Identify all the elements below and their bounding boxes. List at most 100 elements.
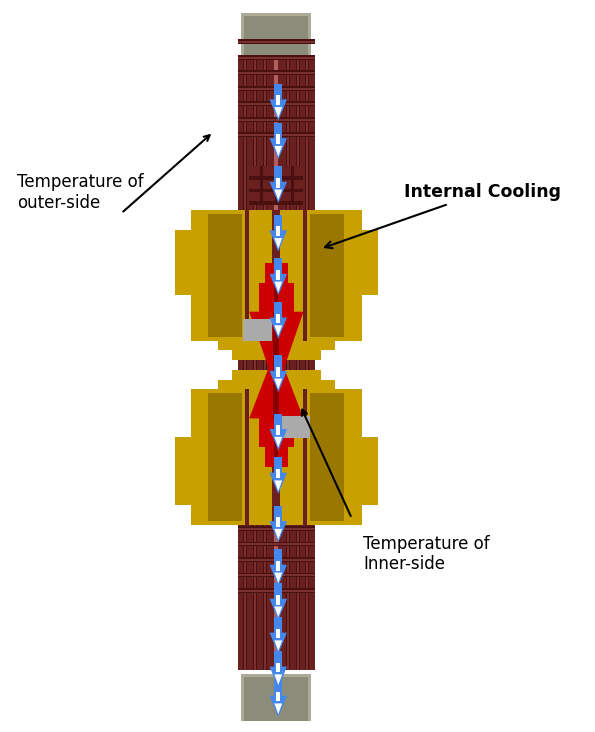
Polygon shape xyxy=(286,59,290,671)
Polygon shape xyxy=(242,13,311,59)
Polygon shape xyxy=(249,368,303,419)
Polygon shape xyxy=(237,575,315,576)
Polygon shape xyxy=(274,166,282,182)
Polygon shape xyxy=(264,59,266,671)
Polygon shape xyxy=(270,521,287,542)
Polygon shape xyxy=(253,59,257,671)
Polygon shape xyxy=(237,495,315,500)
Polygon shape xyxy=(237,528,315,530)
Polygon shape xyxy=(208,393,242,521)
Polygon shape xyxy=(310,393,345,521)
Polygon shape xyxy=(274,572,282,583)
Polygon shape xyxy=(276,468,280,479)
Polygon shape xyxy=(296,59,300,671)
Polygon shape xyxy=(270,231,287,252)
Polygon shape xyxy=(276,367,280,377)
Polygon shape xyxy=(274,549,282,565)
Polygon shape xyxy=(270,473,287,494)
Polygon shape xyxy=(270,371,287,392)
Polygon shape xyxy=(274,378,282,389)
Polygon shape xyxy=(276,662,280,673)
Polygon shape xyxy=(274,529,282,539)
Polygon shape xyxy=(276,95,280,105)
Polygon shape xyxy=(237,132,315,137)
Polygon shape xyxy=(281,417,310,438)
Polygon shape xyxy=(274,123,282,138)
Polygon shape xyxy=(276,313,280,324)
Polygon shape xyxy=(268,363,284,373)
Polygon shape xyxy=(208,214,242,337)
Polygon shape xyxy=(270,318,287,339)
Polygon shape xyxy=(245,59,246,671)
Polygon shape xyxy=(174,230,378,295)
Polygon shape xyxy=(249,166,303,205)
Polygon shape xyxy=(280,210,303,341)
Polygon shape xyxy=(274,640,282,651)
Polygon shape xyxy=(274,355,282,371)
Polygon shape xyxy=(274,59,278,671)
Polygon shape xyxy=(237,557,315,562)
Polygon shape xyxy=(249,201,303,205)
Polygon shape xyxy=(237,40,315,44)
Polygon shape xyxy=(243,59,248,671)
Polygon shape xyxy=(237,543,315,545)
Polygon shape xyxy=(259,283,294,312)
Polygon shape xyxy=(237,134,315,136)
Polygon shape xyxy=(245,389,308,525)
Polygon shape xyxy=(274,190,282,200)
Polygon shape xyxy=(237,512,315,515)
Polygon shape xyxy=(265,447,288,467)
Polygon shape xyxy=(265,264,288,283)
Polygon shape xyxy=(237,55,315,59)
Polygon shape xyxy=(231,370,321,381)
Polygon shape xyxy=(174,437,378,504)
Polygon shape xyxy=(237,103,315,105)
Polygon shape xyxy=(270,138,287,160)
Polygon shape xyxy=(270,695,287,717)
Polygon shape xyxy=(297,59,299,671)
Polygon shape xyxy=(274,258,282,274)
Polygon shape xyxy=(270,100,287,121)
Polygon shape xyxy=(276,226,280,236)
Polygon shape xyxy=(237,70,315,75)
Polygon shape xyxy=(237,59,315,671)
Polygon shape xyxy=(242,674,311,721)
Text: Temperature of
outer-side: Temperature of outer-side xyxy=(17,173,144,212)
Polygon shape xyxy=(260,166,263,205)
Polygon shape xyxy=(249,189,303,193)
Polygon shape xyxy=(245,677,308,721)
Polygon shape xyxy=(237,572,315,578)
Polygon shape xyxy=(276,134,280,144)
Polygon shape xyxy=(274,607,282,617)
Polygon shape xyxy=(275,366,277,370)
Polygon shape xyxy=(274,146,282,157)
Polygon shape xyxy=(237,119,315,121)
Text: Internal Cooling: Internal Cooling xyxy=(325,183,561,248)
Polygon shape xyxy=(191,389,362,525)
Polygon shape xyxy=(276,629,280,638)
Polygon shape xyxy=(276,178,280,187)
Polygon shape xyxy=(274,583,282,599)
Polygon shape xyxy=(306,59,308,671)
Polygon shape xyxy=(243,319,273,341)
Polygon shape xyxy=(274,302,282,318)
Polygon shape xyxy=(274,458,282,473)
Polygon shape xyxy=(237,588,315,593)
Polygon shape xyxy=(280,389,303,525)
Polygon shape xyxy=(237,117,315,122)
Polygon shape xyxy=(270,667,287,688)
Polygon shape xyxy=(274,107,282,118)
Polygon shape xyxy=(274,437,282,447)
Polygon shape xyxy=(274,680,282,695)
Polygon shape xyxy=(274,651,282,667)
Polygon shape xyxy=(275,166,278,205)
Text: Temperature of
Inner-side: Temperature of Inner-side xyxy=(364,534,490,573)
Polygon shape xyxy=(291,166,294,205)
Polygon shape xyxy=(274,264,278,467)
Polygon shape xyxy=(287,59,289,671)
Polygon shape xyxy=(270,182,287,203)
Polygon shape xyxy=(237,101,315,106)
Polygon shape xyxy=(237,41,315,43)
Polygon shape xyxy=(237,542,315,546)
Polygon shape xyxy=(245,16,308,59)
